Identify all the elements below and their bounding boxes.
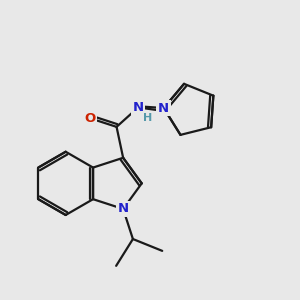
Text: O: O — [85, 112, 96, 125]
Text: N: N — [133, 101, 144, 114]
Text: N: N — [118, 202, 129, 215]
Text: N: N — [158, 102, 169, 115]
Text: H: H — [143, 113, 153, 123]
